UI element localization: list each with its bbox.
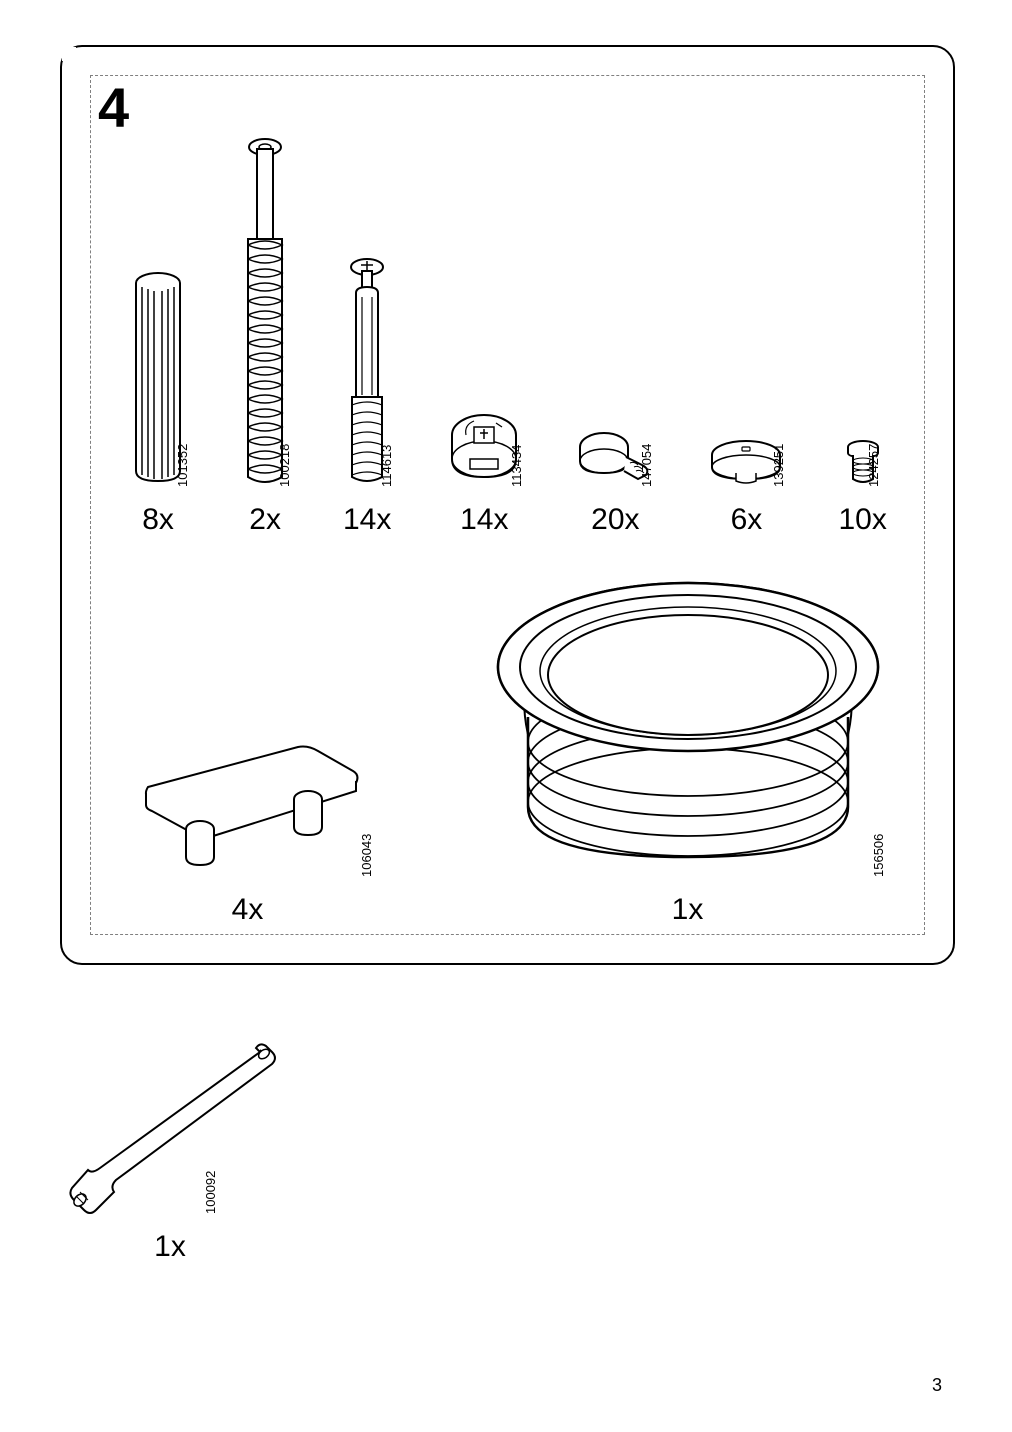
tool-id-label: 100092 [203,1171,218,1214]
part-id-label: 156506 [871,834,886,877]
part-id-label: 124257 [866,444,881,487]
parts-row-2: 106043 4x [102,557,913,927]
part-count-label: 10x [839,503,887,537]
part-count-label: 2x [249,503,281,537]
part-id-label: 147054 [639,444,654,487]
parts-row-1: 101352 8x [102,117,913,537]
long-screw-icon [240,137,290,487]
part-count-label: 8x [142,503,174,537]
part-count-label: 14x [343,503,391,537]
part-id-label: 100218 [277,444,292,487]
part-shelf-pin: 147054 20x [576,427,654,537]
part-grommet: 156506 1x [488,577,888,927]
part-cam-bolt: 114613 14x [342,257,392,537]
part-count-label: 14x [460,503,508,537]
part-long-screw: 100218 2x [240,137,290,537]
part-cover-cap: 139251 6x [706,437,786,537]
part-id-label: 114613 [379,445,394,487]
tool-count-label: 1x [154,1230,186,1264]
allen-key-icon [60,1040,280,1220]
part-connector-plate: 106043 4x [128,727,368,927]
connector-plate-icon [128,727,368,877]
part-dowel: 101352 8x [128,267,188,537]
part-id-label: 106043 [359,834,374,877]
part-count-label: 4x [232,893,264,927]
grommet-icon [488,577,888,877]
hardware-bag-panel: 4 101352 8x [60,45,955,965]
part-cam-lock: 113434 14x [444,407,524,537]
tool-section: 100092 1x [60,1040,280,1264]
page-number: 3 [932,1375,942,1396]
part-count-label: 6x [731,503,763,537]
part-id-label: 139251 [771,444,786,487]
part-id-label: 113434 [509,445,524,487]
part-id-label: 101352 [175,444,190,487]
part-count-label: 20x [591,503,639,537]
part-plug: 124257 10x [839,439,887,537]
part-count-label: 1x [672,893,704,927]
